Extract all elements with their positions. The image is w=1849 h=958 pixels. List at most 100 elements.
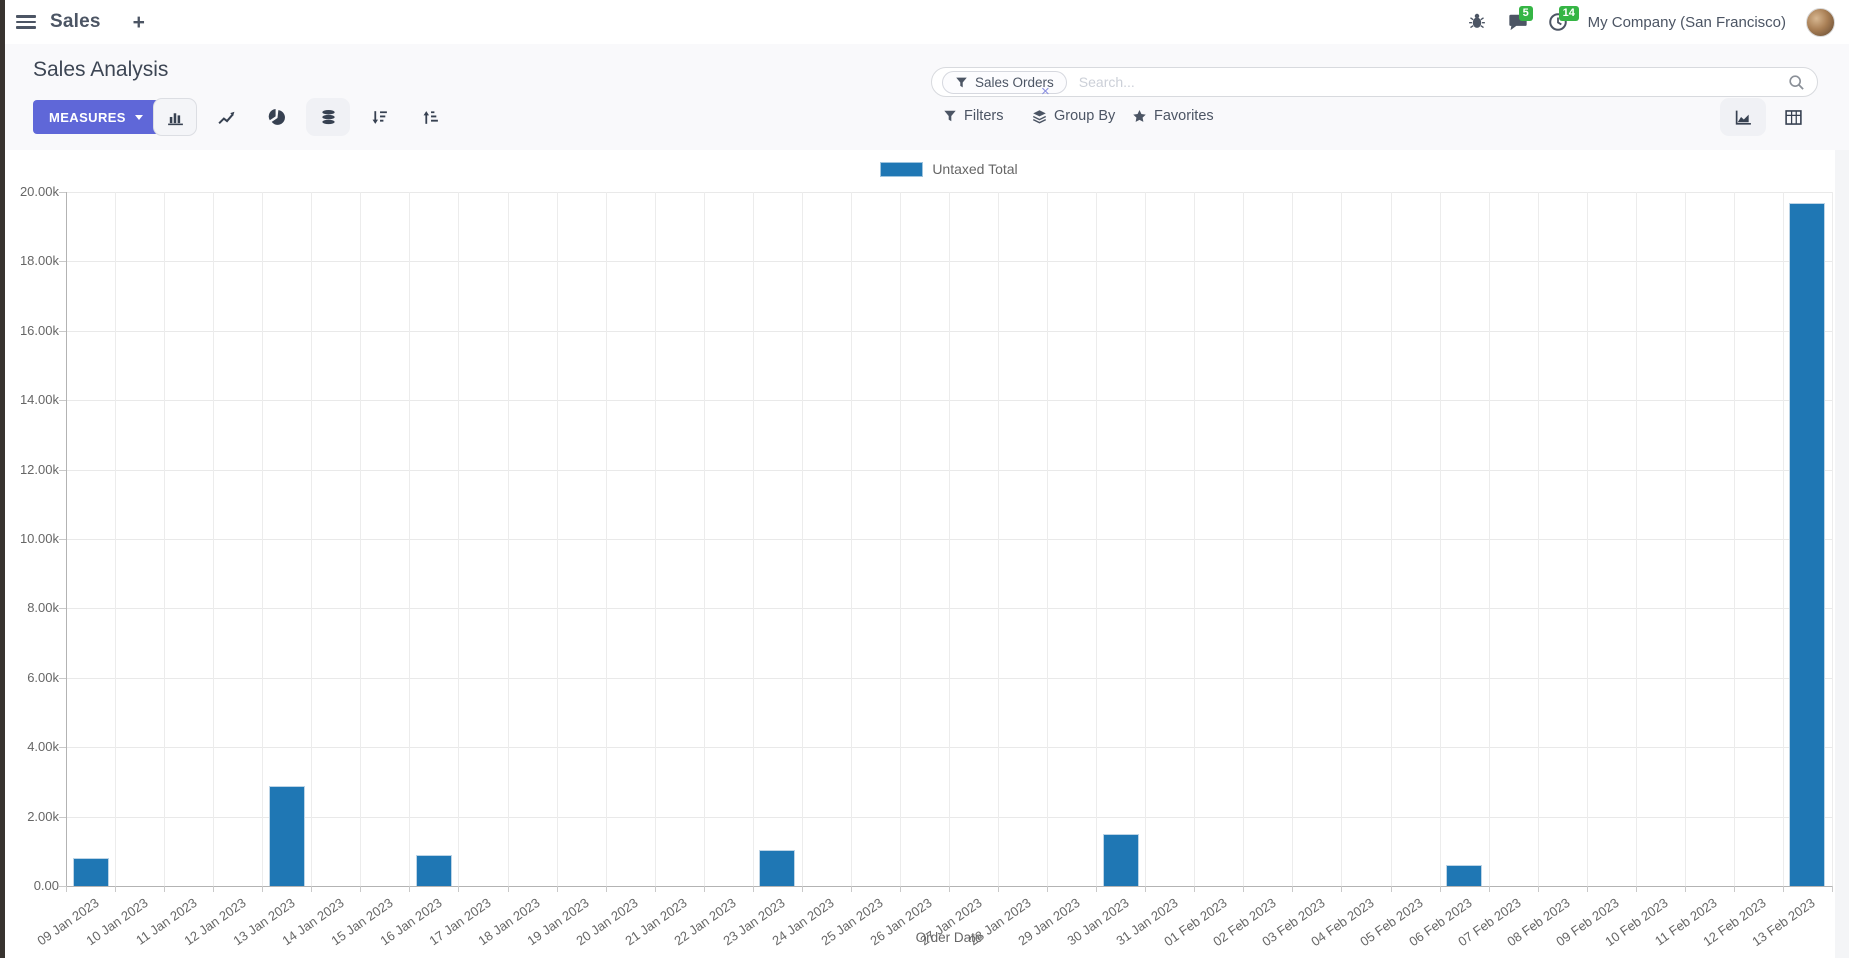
pivot-view-button[interactable] [1770,98,1816,136]
y-tick-mark [59,330,66,332]
x-tick-mark [262,886,264,892]
x-tick-mark [850,886,852,892]
gridline-vertical [1733,192,1735,886]
filter-funnel-icon [956,77,967,87]
area-chart-icon [1735,110,1751,125]
search-bar[interactable]: Sales Orders [931,67,1818,97]
x-tick-mark [703,886,705,892]
navbar: Sales + 5 14 [0,0,1849,44]
y-tick-mark [59,539,66,540]
x-tick-mark [458,886,460,892]
sort-ascending-button[interactable] [408,98,452,136]
bar[interactable] [1102,834,1139,886]
measures-label: MEASURES [49,109,126,125]
filters-label: Filters [964,108,1004,124]
gridline-vertical [1537,192,1539,886]
y-tick-label: 0.00 [33,878,59,893]
y-tick-label: 12.00k [19,461,59,477]
x-tick-mark [66,886,67,892]
clock-icon [1548,13,1567,31]
x-tick-mark [654,886,656,892]
bar-chart-icon [167,112,183,125]
bar[interactable] [759,850,796,886]
company-switcher[interactable]: My Company (San Francisco) [1587,13,1786,31]
gridline-vertical [1243,192,1245,886]
gridline-vertical [360,192,362,886]
gridline-vertical [752,192,754,886]
search-input[interactable] [1078,74,1779,90]
x-tick-mark [752,886,754,892]
scrollbar-track[interactable] [1835,150,1849,958]
x-tick-mark [213,886,215,892]
gridline-vertical [556,192,558,886]
group-by-dropdown[interactable]: Group By [1032,108,1115,124]
x-tick-mark [409,886,411,892]
measures-button[interactable]: MEASURES [33,100,159,134]
control-panel: Sales Analysis MEASURES [0,44,1849,150]
bar-chart-button[interactable] [153,98,197,136]
user-avatar[interactable] [1806,7,1835,37]
x-tick-mark [115,886,117,892]
gridline-vertical [654,192,656,886]
new-tab-button[interactable]: + [132,10,145,34]
facet-remove-button[interactable]: × [1041,83,1050,100]
gridline-vertical [1194,192,1196,886]
x-tick-mark [1537,886,1539,892]
gridline-vertical [1684,192,1686,886]
search-facet-sales-orders[interactable]: Sales Orders [942,70,1067,94]
gridline-vertical [1145,192,1147,886]
x-tick-mark [164,886,166,892]
x-tick-mark [801,886,803,892]
graph-view-button[interactable] [1720,98,1766,136]
x-tick-mark [899,886,901,892]
y-tick-mark [59,261,66,263]
bar[interactable] [268,785,305,886]
gridline-vertical [1635,192,1637,886]
gridline-vertical [409,192,411,886]
apps-menu-icon[interactable] [16,15,36,29]
chart-legend[interactable]: Untaxed Total [66,161,1832,177]
favorites-label: Favorites [1154,108,1214,124]
gridline-vertical [1047,192,1049,886]
search-submit[interactable] [1788,74,1805,96]
filter-funnel-icon [944,110,956,122]
y-tick-label: 18.00k [19,253,59,269]
filters-dropdown[interactable]: Filters [943,108,1003,124]
bar[interactable] [1446,865,1483,886]
legend-label: Untaxed Total [932,161,1018,177]
x-tick-mark [1341,886,1343,892]
gridline-vertical [1096,192,1098,886]
x-tick-mark [360,886,362,892]
x-tick-mark [1488,886,1490,892]
debug-bug-icon[interactable] [1468,12,1488,32]
sort-descending-button[interactable] [357,98,401,136]
line-chart-button[interactable] [204,98,248,136]
x-tick-mark [1782,886,1784,892]
favorites-dropdown[interactable]: Favorites [1132,108,1214,124]
x-tick-mark [1733,886,1735,892]
x-tick-mark [1684,886,1686,892]
bar[interactable] [1789,203,1826,886]
bar[interactable] [72,857,109,886]
gridline-vertical [262,192,264,886]
bar[interactable] [415,855,452,886]
gridline-vertical [213,192,215,886]
x-tick-mark [556,886,558,892]
group-by-label: Group By [1054,108,1116,124]
x-axis-title: Order Date [915,930,983,945]
y-tick-mark [59,816,66,818]
gridline-vertical [115,192,117,886]
gridline-vertical [801,192,803,886]
x-tick-mark [1586,886,1588,892]
x-tick-mark [1194,886,1196,892]
app-menu-sales[interactable]: Sales [50,11,101,32]
x-tick-mark [1390,886,1392,892]
pie-chart-button[interactable] [255,98,299,136]
stacked-toggle-button[interactable] [306,98,350,136]
y-tick-mark [59,400,66,402]
y-tick-mark [59,469,66,471]
activities-menu[interactable]: 14 [1548,6,1579,32]
view-switcher [1720,98,1816,136]
messages-menu[interactable]: 5 [1508,6,1533,32]
